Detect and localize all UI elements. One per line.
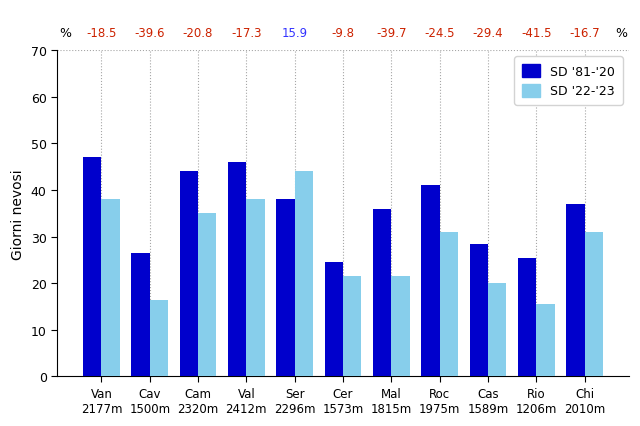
Bar <box>101 200 120 377</box>
Bar <box>276 200 294 377</box>
Text: -16.7: -16.7 <box>569 26 600 40</box>
Text: 15.9: 15.9 <box>282 26 308 40</box>
Bar <box>228 163 246 377</box>
Text: -20.8: -20.8 <box>183 26 213 40</box>
Bar <box>246 200 265 377</box>
Text: %: % <box>59 26 71 40</box>
Bar <box>294 172 313 377</box>
Text: %: % <box>615 26 627 40</box>
Bar <box>470 244 488 377</box>
Bar <box>584 233 603 377</box>
Bar <box>440 233 458 377</box>
Bar <box>373 209 391 377</box>
Bar <box>536 305 555 377</box>
Text: -41.5: -41.5 <box>521 26 552 40</box>
Text: -9.8: -9.8 <box>332 26 355 40</box>
Bar <box>324 263 343 377</box>
Bar <box>198 214 216 377</box>
Legend: SD '81-'20, SD '22-'23: SD '81-'20, SD '22-'23 <box>514 58 623 106</box>
Bar <box>131 253 150 377</box>
Text: -24.5: -24.5 <box>424 26 455 40</box>
Bar <box>83 158 101 377</box>
Text: -18.5: -18.5 <box>86 26 116 40</box>
Bar <box>488 284 506 377</box>
Y-axis label: Giorni nevosi: Giorni nevosi <box>11 169 25 259</box>
Bar <box>518 258 536 377</box>
Bar <box>566 204 584 377</box>
Bar <box>421 186 440 377</box>
Text: -39.6: -39.6 <box>134 26 165 40</box>
Bar <box>391 276 410 377</box>
Text: -39.7: -39.7 <box>376 26 406 40</box>
Bar <box>343 276 362 377</box>
Bar <box>180 172 198 377</box>
Bar <box>150 300 168 377</box>
Text: -29.4: -29.4 <box>472 26 503 40</box>
Text: -17.3: -17.3 <box>231 26 262 40</box>
